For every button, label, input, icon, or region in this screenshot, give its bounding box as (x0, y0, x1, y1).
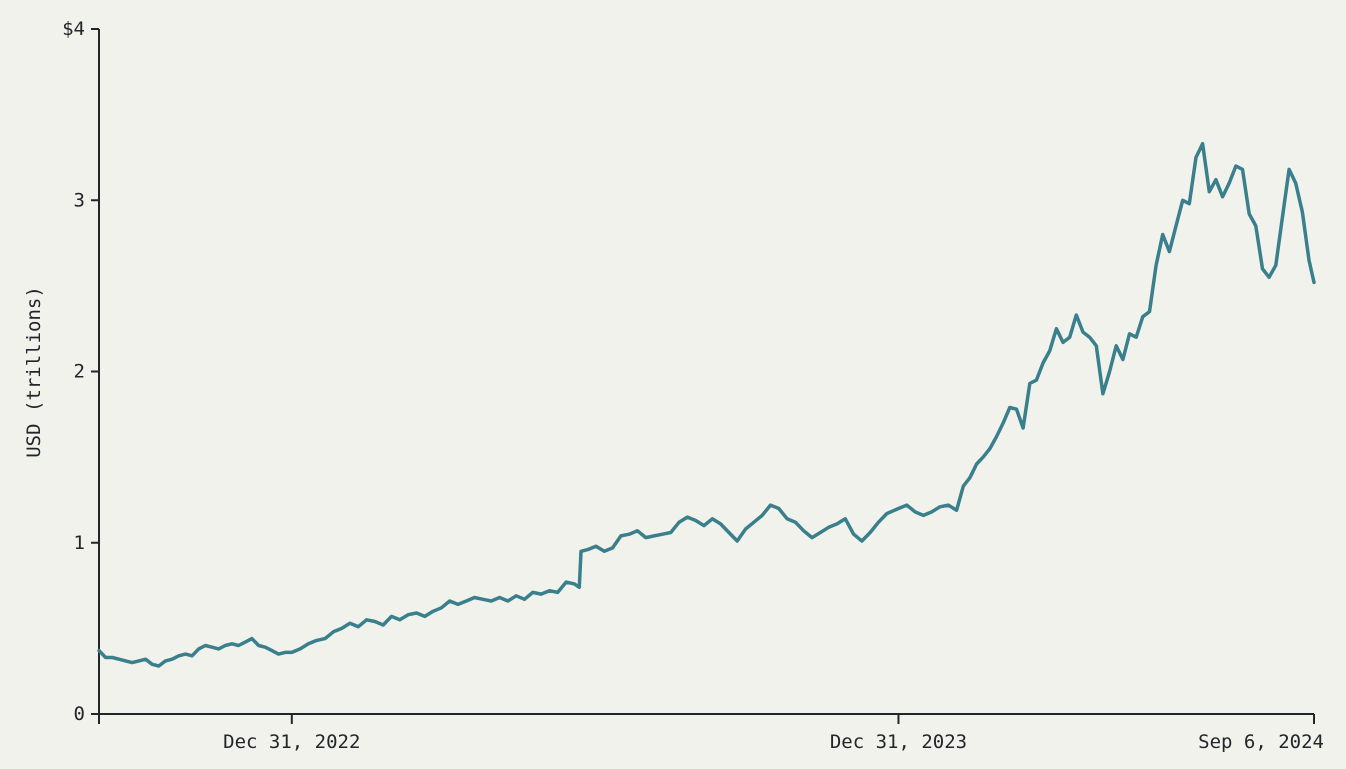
x-tick-label: Dec 31, 2022 (223, 731, 360, 753)
y-axis: 0 1 2 3 $4 (62, 18, 100, 725)
y-tick-label: 3 (74, 189, 85, 211)
x-tick-label: Dec 31, 2023 (830, 731, 967, 753)
y-axis-title: USD (trillions) (23, 286, 45, 458)
x-axis: Dec 31, 2022 Dec 31, 2023 Sep 6, 2024 (98, 713, 1324, 753)
y-tick-label: 0 (74, 703, 85, 725)
series-line (97, 141, 1316, 668)
y-tick-label: 2 (74, 361, 85, 383)
series-group (97, 141, 1316, 668)
y-tick-label: $4 (62, 18, 85, 40)
y-tick-label: 1 (74, 532, 85, 554)
x-tick-label: Sep 6, 2024 (1198, 731, 1324, 753)
